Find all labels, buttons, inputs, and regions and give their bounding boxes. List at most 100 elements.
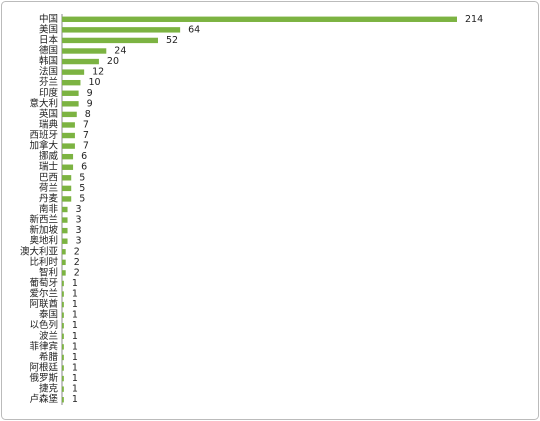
value-label: 12: [92, 67, 104, 78]
value-label: 2: [74, 257, 80, 268]
bar: [62, 227, 68, 234]
bar: [62, 164, 74, 170]
y-tick-label: 瑞典: [39, 118, 59, 130]
bar: [62, 48, 107, 54]
value-label: 1: [72, 310, 78, 321]
y-tick-label: 爱尔兰: [29, 288, 58, 300]
value-label: 7: [83, 119, 89, 130]
bar: [62, 375, 64, 382]
bar: [62, 58, 99, 65]
bar: [62, 27, 181, 33]
y-tick-label: 芬兰: [39, 76, 58, 88]
y-tick-label: 俄罗斯: [29, 372, 58, 384]
bar: [62, 291, 64, 297]
value-label: 9: [87, 88, 93, 99]
y-tick-label: 日本: [39, 34, 59, 46]
y-tick-label: 奥地利: [29, 235, 58, 247]
y-tick-label: 巴西: [39, 172, 58, 183]
value-label: 3: [76, 215, 82, 226]
bar: [62, 280, 64, 287]
bar: [62, 122, 75, 128]
bar: [62, 238, 68, 244]
bar: [62, 185, 72, 192]
y-tick-label: 比利时: [29, 256, 58, 268]
y-tick-label: 中国: [39, 13, 58, 25]
y-tick-label: 德国: [39, 44, 58, 56]
bar: [62, 344, 64, 350]
y-tick-label: 西班牙: [29, 129, 58, 141]
y-tick-label: 英国: [39, 108, 58, 120]
value-label: 5: [79, 172, 85, 183]
bar: [62, 386, 64, 392]
bar: [62, 79, 81, 86]
value-label: 1: [72, 363, 78, 374]
bar: [62, 270, 66, 276]
y-tick-label: 法国: [39, 66, 58, 78]
value-label: 1: [72, 289, 78, 300]
value-label: 1: [72, 384, 78, 395]
value-label: 9: [87, 98, 93, 109]
bar: [62, 333, 64, 340]
value-label: 1: [72, 352, 78, 363]
value-label: 1: [72, 299, 78, 310]
value-label: 3: [76, 225, 82, 236]
y-tick-label: 韩国: [39, 55, 58, 67]
bar: [62, 175, 72, 181]
y-tick-label: 荷兰: [39, 182, 58, 194]
y-tick-label: 阿联酋: [29, 298, 58, 310]
value-label: 2: [74, 267, 80, 278]
value-label: 7: [83, 130, 89, 141]
value-label: 52: [166, 35, 178, 46]
y-tick-label: 阿根廷: [29, 362, 58, 374]
y-tick-label: 澳大利亚: [20, 245, 59, 257]
y-tick-label: 美国: [39, 23, 58, 35]
value-label: 214: [465, 14, 483, 25]
y-tick-label: 希腊: [39, 351, 59, 363]
y-tick-label: 意大利: [29, 97, 58, 109]
y-tick-label: 瑞士: [39, 161, 59, 173]
value-label: 1: [72, 394, 78, 405]
bar: [62, 323, 64, 329]
y-tick-label: 以色列: [29, 319, 58, 331]
y-tick-label: 泰国: [39, 309, 58, 321]
value-label: 3: [76, 236, 82, 247]
value-label: 5: [79, 183, 85, 194]
value-label: 10: [88, 77, 100, 88]
bar: [62, 206, 68, 213]
value-label: 6: [81, 162, 87, 173]
y-tick-label: 菲律宾: [29, 340, 58, 352]
value-label: 24: [114, 45, 126, 56]
y-tick-label: 卢森堡: [29, 393, 58, 405]
y-tick-label: 丹麦: [39, 192, 59, 204]
bar: [62, 69, 85, 75]
value-label: 6: [81, 151, 87, 162]
bar: [62, 143, 75, 149]
bar: [62, 365, 64, 371]
value-label: 1: [72, 331, 78, 342]
bar: [62, 37, 158, 44]
bar: [62, 249, 66, 255]
bar: [62, 217, 68, 223]
value-label: 20: [107, 56, 119, 67]
bar: [62, 196, 72, 202]
y-tick-label: 南非: [39, 203, 59, 215]
bar: [62, 259, 66, 266]
value-label: 1: [72, 341, 78, 352]
bar: [62, 153, 74, 160]
y-tick-label: 印度: [39, 87, 59, 99]
value-label: 1: [72, 278, 78, 289]
bar: [62, 16, 457, 22]
value-label: 64: [188, 24, 200, 35]
y-tick-label: 加拿大: [29, 140, 58, 152]
y-tick-label: 智利: [39, 266, 58, 278]
bar: [62, 397, 64, 403]
value-label: 7: [83, 141, 89, 152]
bar: [62, 101, 79, 107]
value-label: 1: [72, 320, 78, 331]
bar: [62, 90, 79, 96]
bar: [62, 312, 64, 318]
bar: [62, 354, 64, 361]
